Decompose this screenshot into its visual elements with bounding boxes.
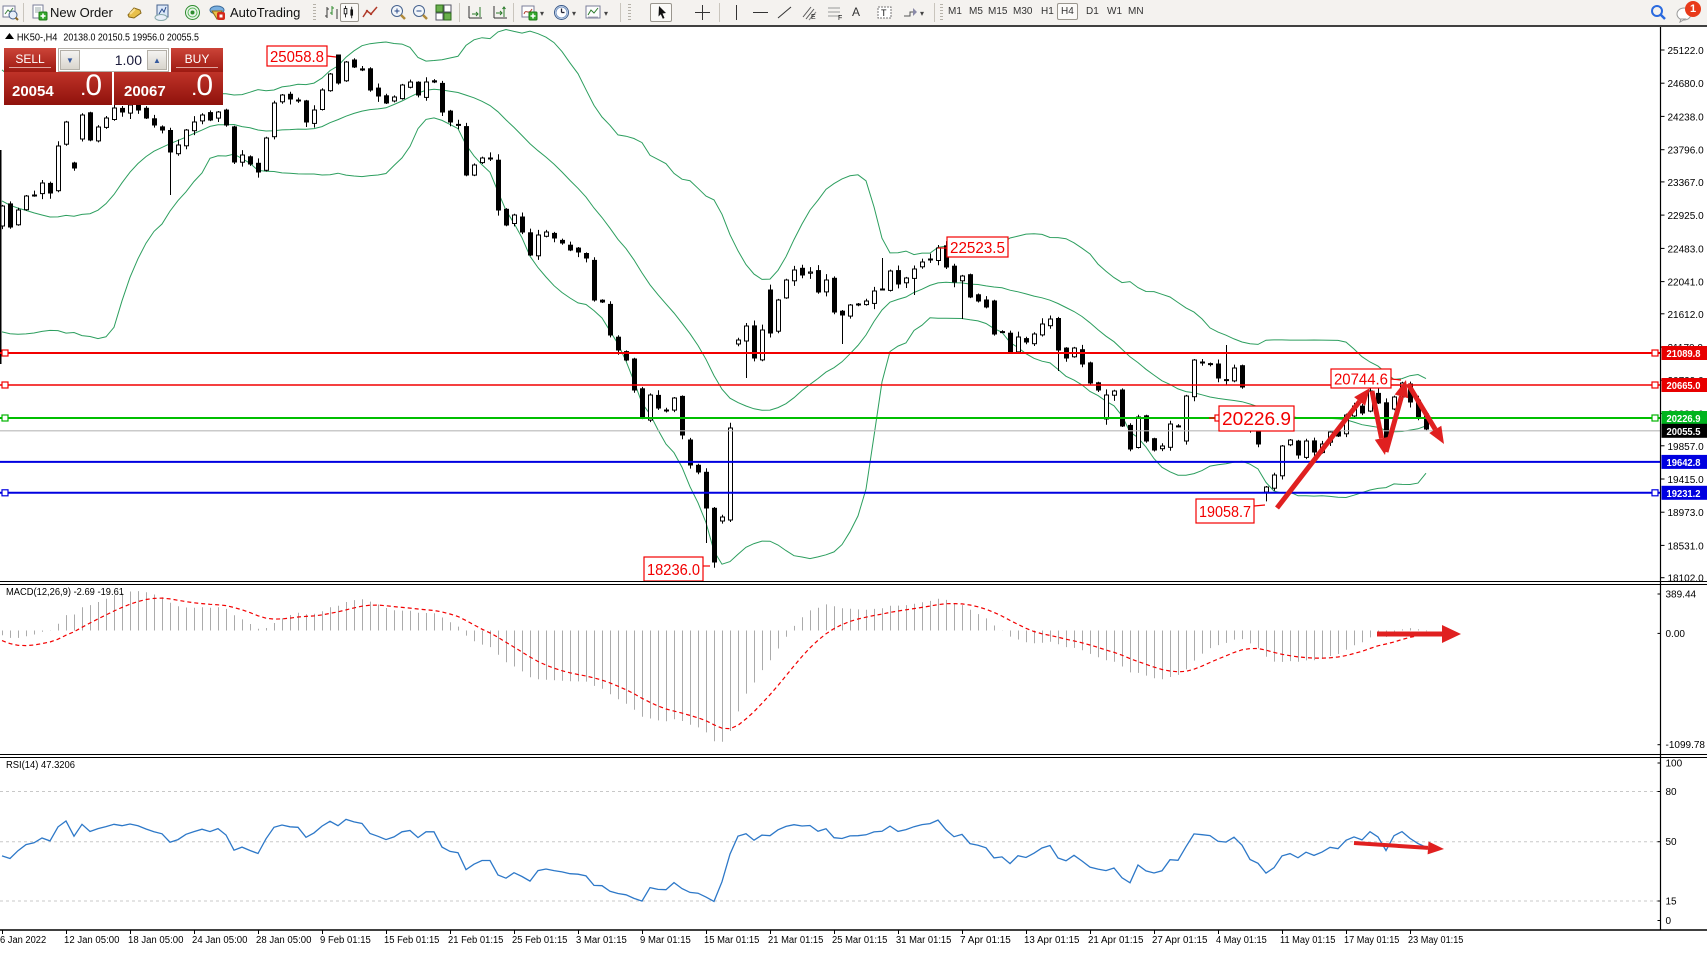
svg-text:20055.5: 20055.5 xyxy=(1667,426,1701,438)
svg-text:27 Apr 01:15: 27 Apr 01:15 xyxy=(1152,935,1208,946)
svg-text:18531.0: 18531.0 xyxy=(1668,541,1705,552)
svg-text:25058.8: 25058.8 xyxy=(270,49,324,66)
svg-text:21 Mar 01:15: 21 Mar 01:15 xyxy=(768,935,824,946)
svg-text:19857.0: 19857.0 xyxy=(1668,442,1705,453)
svg-text:25 Mar 01:15: 25 Mar 01:15 xyxy=(832,935,888,946)
svg-text:389.44: 389.44 xyxy=(1666,590,1697,601)
svg-text:18 Jan 05:00: 18 Jan 05:00 xyxy=(128,935,184,946)
svg-text:24 Jan 05:00: 24 Jan 05:00 xyxy=(192,935,248,946)
svg-text:31 Mar 01:15: 31 Mar 01:15 xyxy=(896,935,952,946)
svg-text:9 Feb 01:15: 9 Feb 01:15 xyxy=(320,935,371,946)
svg-text:18236.0: 18236.0 xyxy=(647,562,700,579)
svg-text:9 Mar 01:15: 9 Mar 01:15 xyxy=(640,935,691,946)
svg-text:24238.0: 24238.0 xyxy=(1668,112,1705,123)
svg-text:23367.0: 23367.0 xyxy=(1668,178,1705,189)
svg-text:19058.7: 19058.7 xyxy=(1199,504,1251,521)
svg-text:24680.0: 24680.0 xyxy=(1668,79,1705,90)
svg-text:25 Feb 01:15: 25 Feb 01:15 xyxy=(512,935,568,946)
svg-text:21089.8: 21089.8 xyxy=(1667,348,1701,360)
svg-text:MACD(12,26,9) -2.69 -19.61: MACD(12,26,9) -2.69 -19.61 xyxy=(6,587,124,598)
svg-text:15: 15 xyxy=(1666,897,1678,908)
svg-text:13 Apr 01:15: 13 Apr 01:15 xyxy=(1024,935,1080,946)
svg-text:11 May 01:15: 11 May 01:15 xyxy=(1280,935,1336,946)
svg-text:21612.0: 21612.0 xyxy=(1668,310,1705,321)
svg-text:22523.5: 22523.5 xyxy=(950,240,1005,257)
svg-text:23 May 01:15: 23 May 01:15 xyxy=(1408,935,1464,946)
svg-text:20226.9: 20226.9 xyxy=(1222,409,1291,429)
svg-text:6 Jan 2022: 6 Jan 2022 xyxy=(0,935,47,946)
svg-text:0.00: 0.00 xyxy=(1666,629,1686,640)
svg-text:15 Feb 01:15: 15 Feb 01:15 xyxy=(384,935,440,946)
svg-text:0: 0 xyxy=(1666,916,1672,927)
svg-text:28 Jan 05:00: 28 Jan 05:00 xyxy=(256,935,312,946)
svg-text:17 May 01:15: 17 May 01:15 xyxy=(1344,935,1400,946)
svg-text:18973.0: 18973.0 xyxy=(1668,508,1705,519)
svg-text:7 Apr 01:15: 7 Apr 01:15 xyxy=(960,935,1011,946)
svg-text:18102.0: 18102.0 xyxy=(1668,574,1705,585)
svg-text:20226.9: 20226.9 xyxy=(1667,413,1701,425)
svg-text:22925.0: 22925.0 xyxy=(1668,211,1705,222)
svg-text:80: 80 xyxy=(1666,787,1678,798)
svg-text:15 Mar 01:15: 15 Mar 01:15 xyxy=(704,935,760,946)
svg-text:4 May 01:15: 4 May 01:15 xyxy=(1216,935,1267,946)
svg-text:25122.0: 25122.0 xyxy=(1668,46,1705,57)
svg-text:19642.8: 19642.8 xyxy=(1667,457,1701,469)
svg-text:20138.0 20150.5 19956.0 20055.: 20138.0 20150.5 19956.0 20055.5 xyxy=(63,32,199,43)
svg-text:19231.2: 19231.2 xyxy=(1667,488,1701,500)
svg-text:3 Mar 01:15: 3 Mar 01:15 xyxy=(576,935,627,946)
svg-text:22483.0: 22483.0 xyxy=(1668,244,1705,255)
svg-text:19415.0: 19415.0 xyxy=(1668,475,1705,486)
svg-text:23796.0: 23796.0 xyxy=(1668,146,1705,157)
svg-text:RSI(14) 47.3206: RSI(14) 47.3206 xyxy=(6,760,75,771)
svg-text:-1099.78: -1099.78 xyxy=(1666,740,1706,751)
svg-text:20744.6: 20744.6 xyxy=(1334,371,1388,388)
svg-text:22041.0: 22041.0 xyxy=(1668,278,1705,289)
svg-text:100: 100 xyxy=(1666,759,1683,770)
svg-text:21 Apr 01:15: 21 Apr 01:15 xyxy=(1088,935,1144,946)
svg-text:21 Feb 01:15: 21 Feb 01:15 xyxy=(448,935,504,946)
svg-text:HK50-,H4: HK50-,H4 xyxy=(17,32,58,43)
svg-text:20665.0: 20665.0 xyxy=(1667,380,1701,392)
svg-text:50: 50 xyxy=(1666,837,1678,848)
svg-text:12 Jan 05:00: 12 Jan 05:00 xyxy=(64,935,120,946)
